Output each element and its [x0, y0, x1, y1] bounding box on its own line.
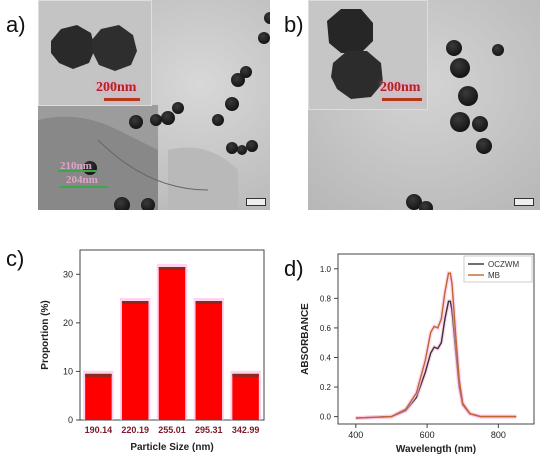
scale-marker-a [246, 198, 266, 206]
scale-bar-b [382, 98, 422, 101]
series-line-d-0 [355, 300, 517, 419]
scale-bar-a [104, 98, 140, 101]
x-tick-label-d-2: 800 [491, 430, 506, 440]
y-axis-label-d: ABSORBANCE [300, 303, 311, 375]
bar-cap-c-3 [195, 301, 223, 304]
series-glow-d-0 [355, 299, 517, 421]
tem-inset-image-a [39, 1, 151, 105]
x-tick-label-c-3: 295.31 [195, 425, 223, 435]
y-tick-label-d-1: 0.2 [320, 383, 332, 392]
legend-label-d-0: OCZWM [488, 260, 519, 269]
series-glow-d-1 [355, 271, 517, 421]
bar-c-3 [195, 301, 223, 420]
y-tick-label-d-5: 1.0 [320, 265, 332, 274]
legend-label-d-1: MB [488, 271, 500, 280]
bar-cap-c-2 [158, 267, 186, 270]
y-tick-label-d-4: 0.8 [320, 294, 332, 303]
bar-c-1 [121, 301, 149, 420]
y-tick-label-d-0: 0.0 [320, 413, 332, 422]
plot-frame-d [337, 253, 535, 425]
tem-inset-b [308, 0, 428, 110]
panel-label-d: d) [284, 256, 304, 281]
chart-particle-size: 0 10 20 30 190.14 220.19 255.01 295.31 342.99 Par… [40, 249, 265, 452]
tem-inset-a [38, 0, 152, 106]
overlay-line-a2 [60, 186, 108, 188]
scale-label-a: 200nm [96, 80, 137, 95]
y-tick-label-c-3: 30 [63, 269, 73, 279]
chart-absorbance: 0.0 0.2 0.4 0.6 0.8 1.0 400 600 800 OCZWM MB Wavele… [300, 253, 535, 454]
y-tick-label-c-0: 0 [68, 415, 73, 425]
x-axis-label-d: Wavelength (nm) [396, 444, 476, 454]
x-tick-label-c-2: 255.01 [158, 425, 186, 435]
scale-marker-b [514, 198, 534, 206]
x-axis-label-c: Particle Size (nm) [130, 442, 213, 452]
legend-box-d [463, 255, 533, 283]
bar-cap-c-4 [232, 373, 259, 377]
x-tick-label-d-0: 400 [348, 430, 363, 440]
bar-c-0 [85, 373, 112, 420]
panel-label-c: c) [6, 246, 25, 271]
tem-micrograph-b: 200nm [308, 0, 540, 210]
overlay-label-a2: 204nm [66, 174, 98, 186]
bar-cap-c-1 [121, 301, 149, 304]
tem-micrograph-a: 200nm 210nm 204nm [38, 0, 270, 210]
x-tick-label-c-1: 220.19 [121, 425, 149, 435]
panel-label-a: a) [6, 12, 26, 37]
y-tick-label-c-1: 10 [63, 366, 73, 376]
x-tick-label-c-0: 190.14 [85, 425, 113, 435]
tem-inset-image-b [309, 1, 427, 109]
x-tick-label-c-4: 342.99 [232, 425, 260, 435]
bar-c-2 [158, 267, 186, 420]
y-tick-label-d-3: 0.6 [320, 324, 332, 333]
panel-label-b: b) [284, 12, 304, 37]
series-line-d-1 [355, 272, 517, 419]
overlay-line-a1 [58, 170, 98, 172]
bar-c-4 [232, 373, 259, 420]
y-tick-label-d-2: 0.4 [320, 353, 332, 362]
overlay-label-a1: 210nm [60, 160, 92, 172]
y-tick-label-c-2: 20 [63, 318, 73, 328]
x-tick-label-d-1: 600 [420, 430, 435, 440]
y-axis-label-c: Proportion (%) [40, 300, 51, 369]
scale-label-b: 200nm [380, 80, 421, 95]
bar-cap-c-0 [85, 373, 112, 377]
